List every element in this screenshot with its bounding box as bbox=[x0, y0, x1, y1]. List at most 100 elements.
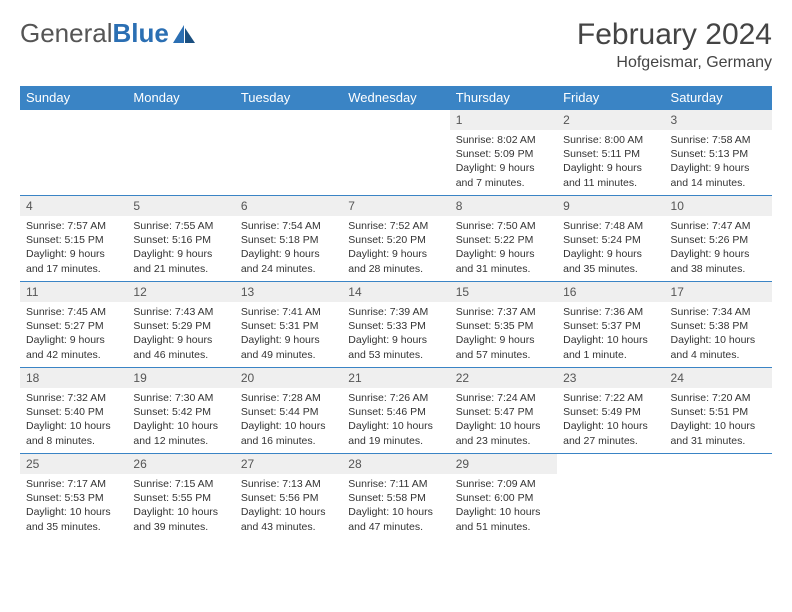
calendar-cell: 17Sunrise: 7:34 AMSunset: 5:38 PMDayligh… bbox=[665, 282, 772, 368]
day-number: 11 bbox=[20, 282, 127, 302]
weekday-header: Friday bbox=[557, 86, 664, 110]
calendar-row: 4Sunrise: 7:57 AMSunset: 5:15 PMDaylight… bbox=[20, 196, 772, 282]
logo-text: GeneralBlue bbox=[20, 18, 169, 49]
calendar-cell: 25Sunrise: 7:17 AMSunset: 5:53 PMDayligh… bbox=[20, 454, 127, 540]
weekday-header: Wednesday bbox=[342, 86, 449, 110]
day-number: 4 bbox=[20, 196, 127, 216]
calendar-cell: 26Sunrise: 7:15 AMSunset: 5:55 PMDayligh… bbox=[127, 454, 234, 540]
calendar-cell: 3Sunrise: 7:58 AMSunset: 5:13 PMDaylight… bbox=[665, 110, 772, 196]
calendar-body: 1Sunrise: 8:02 AMSunset: 5:09 PMDaylight… bbox=[20, 110, 772, 540]
calendar-cell: 4Sunrise: 7:57 AMSunset: 5:15 PMDaylight… bbox=[20, 196, 127, 282]
day-number: 19 bbox=[127, 368, 234, 388]
calendar-cell: 9Sunrise: 7:48 AMSunset: 5:24 PMDaylight… bbox=[557, 196, 664, 282]
day-details: Sunrise: 7:13 AMSunset: 5:56 PMDaylight:… bbox=[235, 474, 342, 537]
day-number: 28 bbox=[342, 454, 449, 474]
calendar-cell bbox=[342, 110, 449, 196]
day-number: 7 bbox=[342, 196, 449, 216]
month-title: February 2024 bbox=[577, 18, 772, 52]
day-details: Sunrise: 7:20 AMSunset: 5:51 PMDaylight:… bbox=[665, 388, 772, 451]
day-details: Sunrise: 7:09 AMSunset: 6:00 PMDaylight:… bbox=[450, 474, 557, 537]
calendar-cell: 14Sunrise: 7:39 AMSunset: 5:33 PMDayligh… bbox=[342, 282, 449, 368]
day-details: Sunrise: 7:30 AMSunset: 5:42 PMDaylight:… bbox=[127, 388, 234, 451]
day-details: Sunrise: 7:26 AMSunset: 5:46 PMDaylight:… bbox=[342, 388, 449, 451]
day-number: 21 bbox=[342, 368, 449, 388]
day-details: Sunrise: 7:22 AMSunset: 5:49 PMDaylight:… bbox=[557, 388, 664, 451]
day-number: 16 bbox=[557, 282, 664, 302]
calendar-cell bbox=[20, 110, 127, 196]
day-details: Sunrise: 7:11 AMSunset: 5:58 PMDaylight:… bbox=[342, 474, 449, 537]
day-number: 26 bbox=[127, 454, 234, 474]
calendar-cell bbox=[127, 110, 234, 196]
calendar-row: 11Sunrise: 7:45 AMSunset: 5:27 PMDayligh… bbox=[20, 282, 772, 368]
logo: GeneralBlue bbox=[20, 18, 197, 49]
day-number: 1 bbox=[450, 110, 557, 130]
day-number: 23 bbox=[557, 368, 664, 388]
day-details: Sunrise: 7:57 AMSunset: 5:15 PMDaylight:… bbox=[20, 216, 127, 279]
calendar-cell: 13Sunrise: 7:41 AMSunset: 5:31 PMDayligh… bbox=[235, 282, 342, 368]
day-details: Sunrise: 7:48 AMSunset: 5:24 PMDaylight:… bbox=[557, 216, 664, 279]
calendar-cell: 12Sunrise: 7:43 AMSunset: 5:29 PMDayligh… bbox=[127, 282, 234, 368]
calendar-row: 1Sunrise: 8:02 AMSunset: 5:09 PMDaylight… bbox=[20, 110, 772, 196]
day-number: 5 bbox=[127, 196, 234, 216]
day-details: Sunrise: 7:17 AMSunset: 5:53 PMDaylight:… bbox=[20, 474, 127, 537]
location-label: Hofgeismar, Germany bbox=[577, 54, 772, 72]
day-details: Sunrise: 7:28 AMSunset: 5:44 PMDaylight:… bbox=[235, 388, 342, 451]
day-number: 10 bbox=[665, 196, 772, 216]
logo-part1: General bbox=[20, 18, 113, 48]
day-details: Sunrise: 7:54 AMSunset: 5:18 PMDaylight:… bbox=[235, 216, 342, 279]
day-details: Sunrise: 7:15 AMSunset: 5:55 PMDaylight:… bbox=[127, 474, 234, 537]
day-details: Sunrise: 7:52 AMSunset: 5:20 PMDaylight:… bbox=[342, 216, 449, 279]
day-number: 17 bbox=[665, 282, 772, 302]
day-details: Sunrise: 7:37 AMSunset: 5:35 PMDaylight:… bbox=[450, 302, 557, 365]
calendar-cell: 23Sunrise: 7:22 AMSunset: 5:49 PMDayligh… bbox=[557, 368, 664, 454]
calendar-cell: 28Sunrise: 7:11 AMSunset: 5:58 PMDayligh… bbox=[342, 454, 449, 540]
day-details: Sunrise: 7:41 AMSunset: 5:31 PMDaylight:… bbox=[235, 302, 342, 365]
day-number: 24 bbox=[665, 368, 772, 388]
day-details: Sunrise: 7:39 AMSunset: 5:33 PMDaylight:… bbox=[342, 302, 449, 365]
calendar-cell: 18Sunrise: 7:32 AMSunset: 5:40 PMDayligh… bbox=[20, 368, 127, 454]
weekday-header: Thursday bbox=[450, 86, 557, 110]
day-number: 2 bbox=[557, 110, 664, 130]
calendar-table: SundayMondayTuesdayWednesdayThursdayFrid… bbox=[20, 86, 772, 540]
calendar-cell: 15Sunrise: 7:37 AMSunset: 5:35 PMDayligh… bbox=[450, 282, 557, 368]
day-details: Sunrise: 7:43 AMSunset: 5:29 PMDaylight:… bbox=[127, 302, 234, 365]
calendar-cell: 29Sunrise: 7:09 AMSunset: 6:00 PMDayligh… bbox=[450, 454, 557, 540]
weekday-header: Sunday bbox=[20, 86, 127, 110]
day-details: Sunrise: 7:34 AMSunset: 5:38 PMDaylight:… bbox=[665, 302, 772, 365]
calendar-cell: 5Sunrise: 7:55 AMSunset: 5:16 PMDaylight… bbox=[127, 196, 234, 282]
calendar-cell bbox=[557, 454, 664, 540]
day-details: Sunrise: 7:55 AMSunset: 5:16 PMDaylight:… bbox=[127, 216, 234, 279]
calendar-cell bbox=[665, 454, 772, 540]
calendar-cell: 20Sunrise: 7:28 AMSunset: 5:44 PMDayligh… bbox=[235, 368, 342, 454]
day-details: Sunrise: 7:36 AMSunset: 5:37 PMDaylight:… bbox=[557, 302, 664, 365]
calendar-cell: 19Sunrise: 7:30 AMSunset: 5:42 PMDayligh… bbox=[127, 368, 234, 454]
day-details: Sunrise: 8:00 AMSunset: 5:11 PMDaylight:… bbox=[557, 130, 664, 193]
day-number: 9 bbox=[557, 196, 664, 216]
calendar-cell: 8Sunrise: 7:50 AMSunset: 5:22 PMDaylight… bbox=[450, 196, 557, 282]
day-number: 22 bbox=[450, 368, 557, 388]
day-details: Sunrise: 7:47 AMSunset: 5:26 PMDaylight:… bbox=[665, 216, 772, 279]
logo-part2: Blue bbox=[113, 18, 169, 48]
calendar-cell: 6Sunrise: 7:54 AMSunset: 5:18 PMDaylight… bbox=[235, 196, 342, 282]
weekday-row: SundayMondayTuesdayWednesdayThursdayFrid… bbox=[20, 86, 772, 110]
calendar-cell: 24Sunrise: 7:20 AMSunset: 5:51 PMDayligh… bbox=[665, 368, 772, 454]
weekday-header: Tuesday bbox=[235, 86, 342, 110]
day-number: 13 bbox=[235, 282, 342, 302]
calendar-cell: 1Sunrise: 8:02 AMSunset: 5:09 PMDaylight… bbox=[450, 110, 557, 196]
day-details: Sunrise: 7:58 AMSunset: 5:13 PMDaylight:… bbox=[665, 130, 772, 193]
day-number: 3 bbox=[665, 110, 772, 130]
calendar-cell: 16Sunrise: 7:36 AMSunset: 5:37 PMDayligh… bbox=[557, 282, 664, 368]
day-number: 6 bbox=[235, 196, 342, 216]
calendar-cell: 22Sunrise: 7:24 AMSunset: 5:47 PMDayligh… bbox=[450, 368, 557, 454]
calendar-cell bbox=[235, 110, 342, 196]
title-block: February 2024 Hofgeismar, Germany bbox=[577, 18, 772, 72]
day-number: 25 bbox=[20, 454, 127, 474]
day-number: 12 bbox=[127, 282, 234, 302]
day-details: Sunrise: 7:24 AMSunset: 5:47 PMDaylight:… bbox=[450, 388, 557, 451]
day-number: 18 bbox=[20, 368, 127, 388]
day-number: 27 bbox=[235, 454, 342, 474]
calendar-cell: 7Sunrise: 7:52 AMSunset: 5:20 PMDaylight… bbox=[342, 196, 449, 282]
calendar-cell: 10Sunrise: 7:47 AMSunset: 5:26 PMDayligh… bbox=[665, 196, 772, 282]
weekday-header: Monday bbox=[127, 86, 234, 110]
calendar-cell: 21Sunrise: 7:26 AMSunset: 5:46 PMDayligh… bbox=[342, 368, 449, 454]
